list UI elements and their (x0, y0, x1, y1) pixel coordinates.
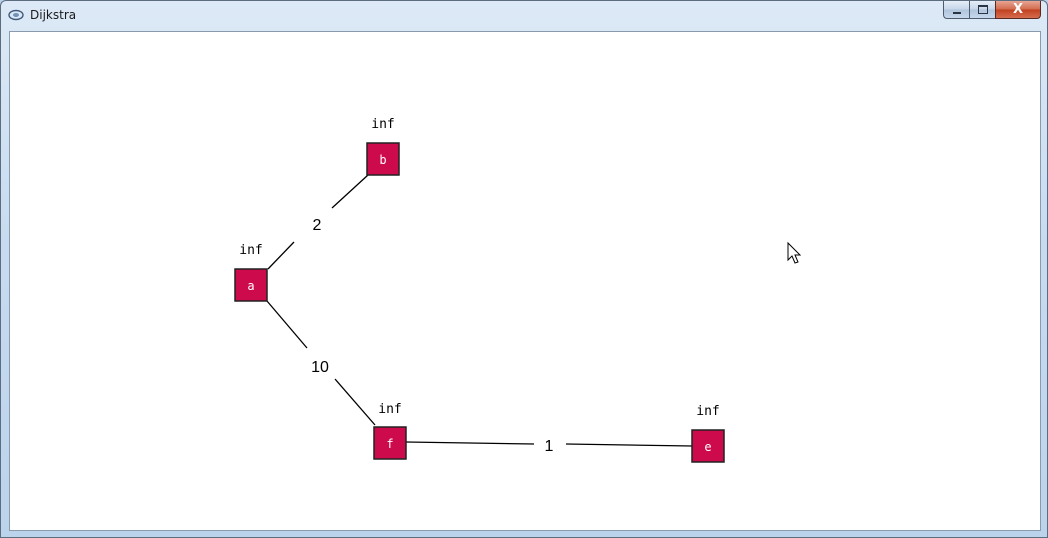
graph-node-a[interactable]: inf a (234, 243, 268, 302)
title-bar[interactable]: Dijkstra X (1, 1, 1047, 29)
node-label-f: f (386, 437, 393, 451)
node-distance-f: inf (378, 402, 401, 417)
node-label-b: b (379, 153, 386, 167)
close-button[interactable]: X (995, 1, 1041, 19)
graph-node-b[interactable]: inf b (366, 117, 400, 176)
maximize-button[interactable] (969, 1, 995, 19)
node-distance-e: inf (696, 404, 719, 419)
app-icon (8, 9, 24, 21)
mouse-cursor-icon (787, 241, 802, 264)
window-title: Dijkstra (30, 8, 77, 22)
minimize-button[interactable] (943, 1, 969, 19)
edge-weight-f-e: 1 (545, 438, 554, 455)
node-distance-a: inf (239, 243, 262, 258)
edge-weight-a-f: 10 (311, 359, 329, 376)
close-icon: X (1012, 2, 1024, 17)
edge-a-b: 2 (267, 174, 369, 270)
node-label-e: e (704, 440, 711, 454)
maximize-icon (977, 5, 988, 14)
edge-a-f: 10 (266, 300, 376, 426)
graph-canvas[interactable]: 2 10 1 inf a inf b (10, 32, 1040, 530)
graph-node-f[interactable]: inf f (373, 402, 407, 460)
caption-buttons: X (943, 1, 1041, 20)
graph-node-e[interactable]: inf e (691, 404, 725, 463)
node-label-a: a (247, 279, 254, 293)
edge-f-e: 1 (405, 438, 693, 455)
minimize-icon (952, 11, 961, 14)
edge-weight-a-b: 2 (313, 217, 322, 234)
node-distance-b: inf (371, 117, 394, 132)
graph-canvas-area[interactable]: 2 10 1 inf a inf b (9, 31, 1041, 531)
